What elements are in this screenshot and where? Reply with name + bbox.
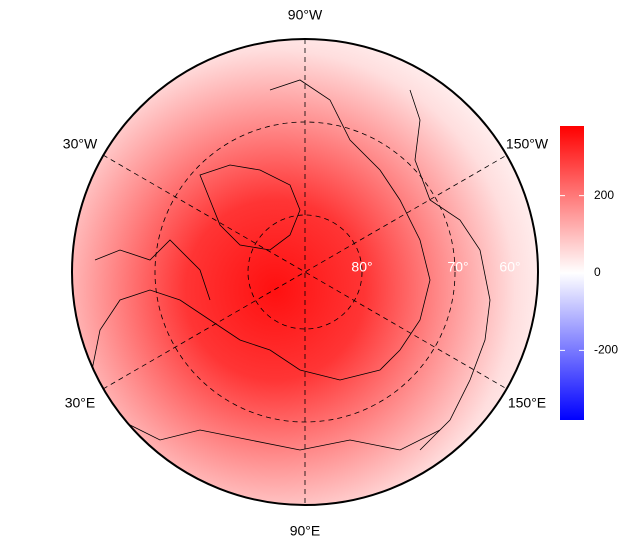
map-border	[71, 38, 539, 506]
lat-label: 80°	[351, 259, 372, 275]
coastlines	[89, 79, 491, 451]
lon-label: 90°E	[290, 523, 321, 539]
graticule	[102, 39, 508, 505]
lon-label: 150°E	[508, 395, 546, 411]
lon-label: 90°W	[288, 7, 323, 23]
colorbar-tick-label: 0	[594, 265, 601, 279]
colorbar-tick-label: 200	[594, 188, 614, 202]
lat-label: 60°	[499, 259, 520, 275]
lon-label: 30°E	[65, 395, 96, 411]
lat-label: 70°	[447, 259, 468, 275]
lon-label: 150°W	[506, 136, 549, 152]
lon-label: 30°W	[63, 136, 98, 152]
field-disk	[72, 39, 538, 505]
colorbar-tick-label: -200	[594, 343, 618, 357]
colorbar: -200 0 200	[560, 126, 618, 420]
